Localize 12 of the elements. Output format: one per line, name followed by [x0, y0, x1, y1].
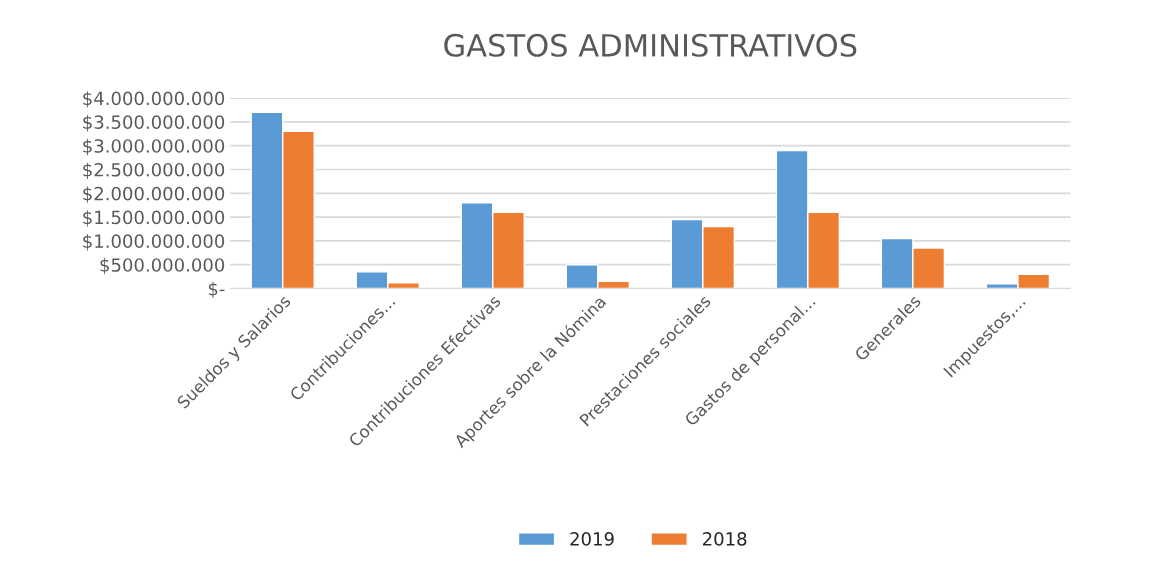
y-tick-label: $3.000.000.000 — [83, 138, 225, 156]
y-tick-label: $4.000.000.000 — [83, 91, 225, 108]
y-tick-label: $- — [208, 281, 225, 299]
y-tick-label: $1.500.000.000 — [83, 210, 225, 227]
y-tick-label: $2.000.000.000 — [83, 186, 225, 203]
y-tick-label: $3.500.000.000 — [83, 115, 225, 132]
chart-title: GASTOS ADMINISTRATIVOS — [444, 33, 857, 57]
y-tick-label: $1.000.000.000 — [83, 234, 225, 251]
legend-label: 2019 — [570, 532, 614, 546]
y-tick-label: $500.000.000 — [100, 257, 225, 275]
y-tick-label: $2.500.000.000 — [83, 162, 225, 180]
legend-label: 2018 — [702, 532, 747, 546]
